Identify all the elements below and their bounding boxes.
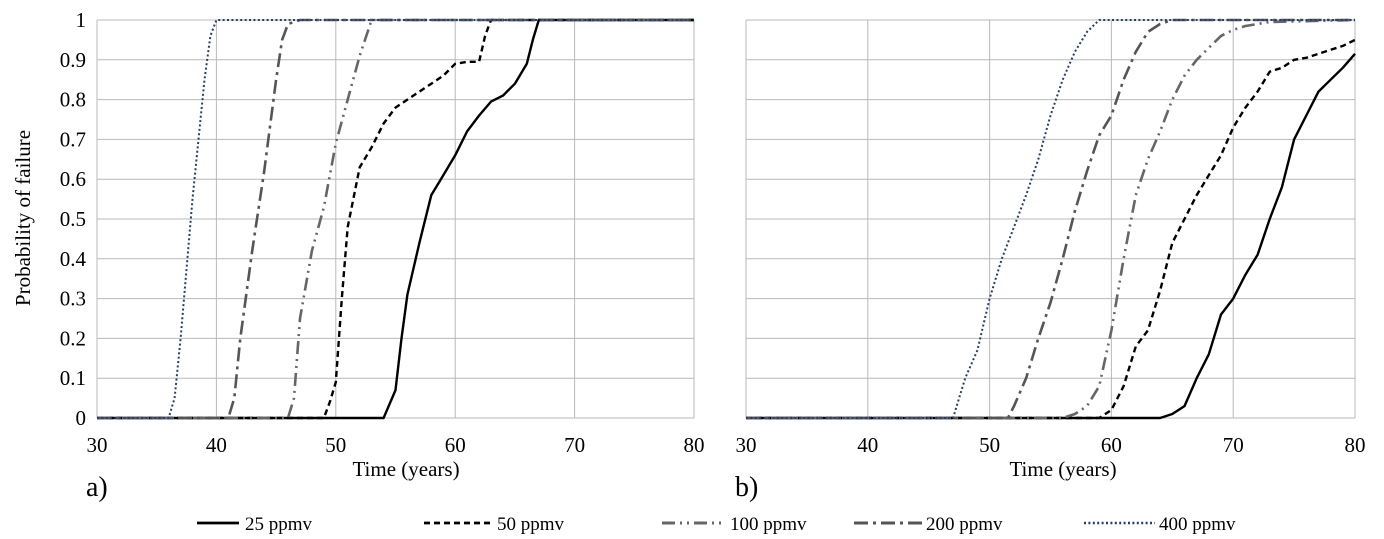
series-line-b-100-ppmv	[746, 18, 1356, 420]
legend-label: 50 ppmv	[497, 514, 565, 535]
y-tick-label-a: 0.7	[60, 127, 86, 151]
legend-label: 100 ppmv	[730, 514, 807, 535]
legend-label: 200 ppmv	[926, 514, 1003, 535]
x-tick-label-b: 60	[1101, 433, 1122, 457]
x-tick-label-b: 70	[1223, 433, 1244, 457]
y-axis-title-a: Probability of failure	[11, 130, 35, 306]
series-line-b-50-ppmv	[746, 38, 1356, 420]
y-tick-label-a: 0.4	[60, 247, 87, 271]
x-tick-label-b: 50	[979, 433, 1000, 457]
y-tick-label-a: 0.3	[60, 287, 86, 311]
series-line-a-100-ppmv	[97, 18, 694, 420]
x-tick-label-a: 40	[206, 433, 227, 457]
x-tick-label-b: 40	[857, 433, 878, 457]
chart-panel-a: 30 40 50 60 70 80 0 0.1 0.2 0.3 0.4 0.5 0.6 0.7 0.8 0.9…	[60, 8, 705, 457]
series-line-a-25-ppmv	[97, 18, 694, 420]
y-tick-label-a: 0.8	[60, 88, 86, 112]
legend-label: 25 ppmv	[245, 514, 313, 535]
x-tick-label-b: 80	[1345, 433, 1366, 457]
y-tick-label-a: 0.2	[60, 326, 86, 350]
y-tick-label-a: 0.6	[60, 167, 86, 191]
series-line-a-200-ppmv	[97, 18, 694, 420]
x-tick-label-a: 50	[325, 433, 346, 457]
x-axis-title-b: Time (years)	[1009, 457, 1116, 481]
x-tick-label-a: 30	[87, 433, 108, 457]
x-tick-label-a: 80	[684, 433, 705, 457]
series-line-b-25-ppmv	[746, 53, 1356, 420]
y-tick-label-a: 0	[76, 406, 87, 430]
x-tick-label-a: 70	[564, 433, 585, 457]
x-axis-title-a: Time (years)	[352, 457, 459, 481]
x-tick-label-b: 30	[736, 433, 757, 457]
panel-label-b: b)	[735, 472, 758, 503]
legend-label: 400 ppmv	[1159, 514, 1236, 535]
y-tick-label-a: 1	[76, 8, 87, 32]
y-tick-label-a: 0.9	[60, 48, 86, 72]
series-line-b-400-ppmv	[746, 19, 1355, 419]
chart-legend: 25 ppmv 50 ppmv 100 ppmv 200 ppmv 400 ppmv	[197, 514, 1236, 535]
y-tick-label-a: 0.5	[60, 207, 86, 231]
series-line-a-400-ppmv	[97, 19, 694, 419]
panel-label-a: a)	[86, 472, 108, 503]
x-tick-label-a: 60	[445, 433, 466, 457]
y-tick-label-a: 0.1	[60, 366, 86, 390]
chart-panel-b: 30 40 50 60 70 80	[736, 18, 1366, 457]
series-line-b-200-ppmv	[746, 18, 1355, 420]
